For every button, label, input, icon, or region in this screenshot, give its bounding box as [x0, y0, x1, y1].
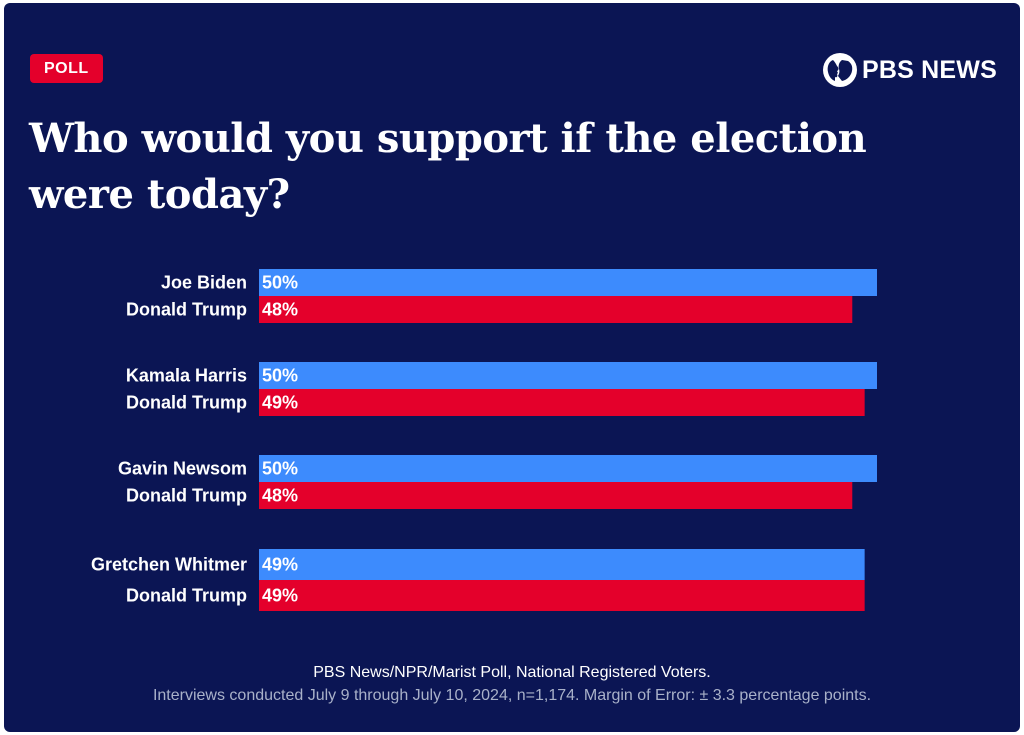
pbs-head-icon	[823, 53, 857, 87]
bar-republican	[259, 482, 853, 509]
bar-chart: Joe Biden 50% Donald Trump 48% Kamala Harris…	[91, 269, 877, 611]
source-note: PBS News/NPR/Marist Poll, National Regis…	[313, 664, 711, 681]
category-label: Donald Trump	[126, 486, 247, 506]
category-label: Joe Biden	[161, 273, 247, 293]
bar-republican	[259, 580, 865, 611]
category-label: Gretchen Whitmer	[91, 555, 247, 575]
data-label: 48%	[262, 300, 298, 320]
bar-democrat	[259, 362, 877, 389]
data-label: 48%	[262, 486, 298, 506]
category-label: Donald Trump	[126, 300, 247, 320]
bar-democrat	[259, 549, 865, 580]
bar-republican	[259, 389, 865, 416]
data-label: 50%	[262, 459, 298, 479]
poll-card: POLL PBS NEWS Who would you support if t…	[4, 3, 1020, 732]
chart-title: Who would you support if the election we…	[29, 115, 867, 218]
data-label: 50%	[262, 366, 298, 386]
category-label: Kamala Harris	[126, 366, 247, 386]
category-label: Donald Trump	[126, 586, 247, 606]
brand-name: PBS NEWS	[862, 55, 997, 84]
bar-republican	[259, 296, 853, 323]
data-label: 49%	[262, 393, 298, 413]
category-label: Gavin Newsom	[118, 459, 247, 479]
bar-democrat	[259, 455, 877, 482]
data-label: 49%	[262, 555, 298, 575]
methodology-note: Interviews conducted July 9 through July…	[152, 687, 872, 704]
data-label: 49%	[262, 586, 298, 606]
bar-democrat	[259, 269, 877, 296]
poll-badge: POLL	[30, 54, 103, 83]
category-label: Donald Trump	[126, 393, 247, 413]
data-label: 50%	[262, 273, 298, 293]
brand-logo: PBS NEWS	[822, 52, 997, 88]
